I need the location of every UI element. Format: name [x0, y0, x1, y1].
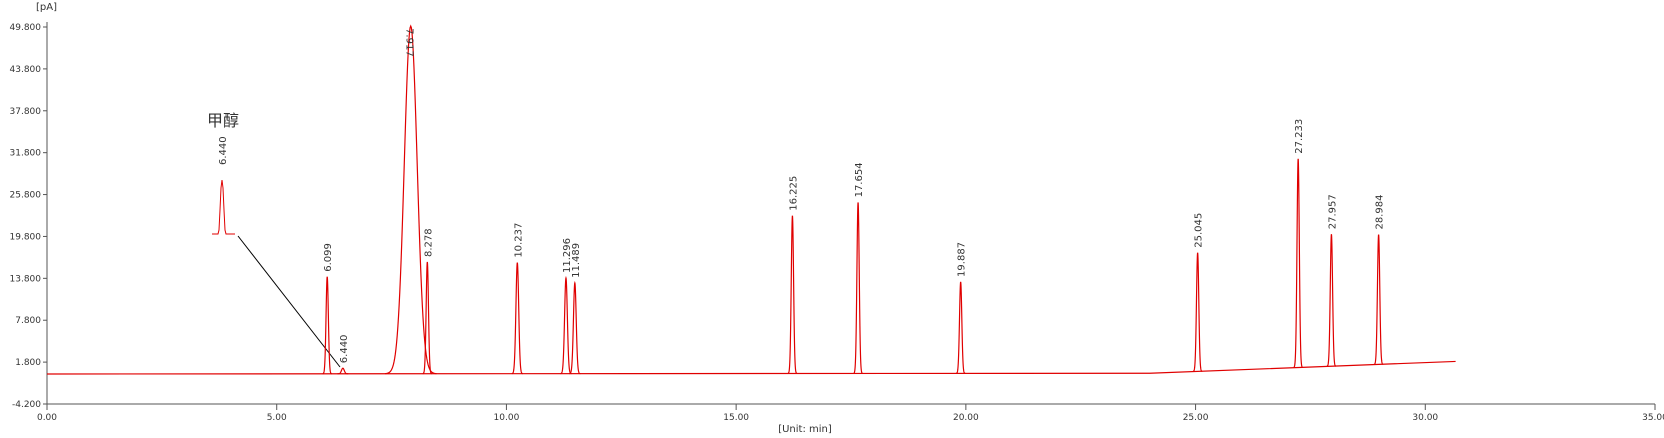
peak-label: 17.654 — [854, 162, 865, 197]
x-tick-label: 10.00 — [494, 413, 520, 423]
peak — [1293, 158, 1303, 369]
peak-label: 8.278 — [423, 228, 434, 257]
y-tick-label: -4.200 — [12, 400, 41, 410]
peak — [337, 367, 349, 375]
y-tick-label: 37.800 — [10, 107, 42, 117]
peak — [1326, 234, 1337, 367]
x-tick-label: 35.00 — [1642, 413, 1664, 423]
inset-peak-label: 6.440 — [218, 136, 229, 165]
peak-label: 6.440 — [339, 335, 350, 364]
x-tick-label: 15.00 — [723, 413, 749, 423]
y-tick-label: 7.800 — [15, 316, 41, 326]
annotation-text: 甲醇 — [207, 111, 239, 130]
peak-label: 6.099 — [323, 243, 334, 272]
peak — [853, 202, 863, 374]
peak — [569, 280, 581, 375]
peak-label: 28.984 — [1375, 195, 1386, 230]
peak-label: 11.296 — [562, 238, 573, 273]
peak-label: 7.917 — [404, 28, 415, 57]
peak — [511, 262, 523, 375]
x-tick-label: 0.00 — [37, 413, 57, 423]
x-tick-label: 20.00 — [953, 413, 979, 423]
peak-label: 19.887 — [957, 242, 968, 277]
peak-label: 16.225 — [788, 176, 799, 211]
peak — [422, 261, 433, 375]
inset-peak — [212, 179, 235, 235]
y-tick-label: 1.800 — [15, 358, 41, 368]
peak — [560, 275, 572, 375]
peak — [384, 24, 437, 375]
x-tick-label: 25.00 — [1183, 413, 1209, 423]
y-tick-label: 43.800 — [10, 65, 42, 75]
peak-label: 27.233 — [1294, 119, 1305, 154]
peak-label: 25.045 — [1194, 213, 1205, 248]
baseline — [46, 360, 1456, 375]
peak-label: 11.489 — [571, 243, 582, 278]
x-tick-label: 30.00 — [1412, 413, 1438, 423]
y-tick-label: 25.800 — [10, 191, 42, 201]
callout-line — [237, 235, 341, 368]
y-tick-label: 19.800 — [10, 232, 42, 242]
y-tick-label: 49.800 — [10, 23, 42, 33]
y-tick-label: 13.800 — [10, 274, 42, 284]
y-unit: [pA] — [36, 2, 57, 13]
peak — [955, 281, 966, 374]
peak — [322, 276, 332, 375]
peak — [1373, 234, 1384, 365]
x-tick-label: 5.00 — [267, 413, 287, 423]
peak — [1192, 252, 1203, 372]
peak — [787, 215, 798, 375]
x-axis-label: [Unit: min] — [778, 424, 832, 435]
peak-label: 10.237 — [513, 223, 524, 258]
y-tick-label: 31.800 — [10, 149, 42, 159]
peak-label: 27.957 — [1327, 194, 1338, 229]
